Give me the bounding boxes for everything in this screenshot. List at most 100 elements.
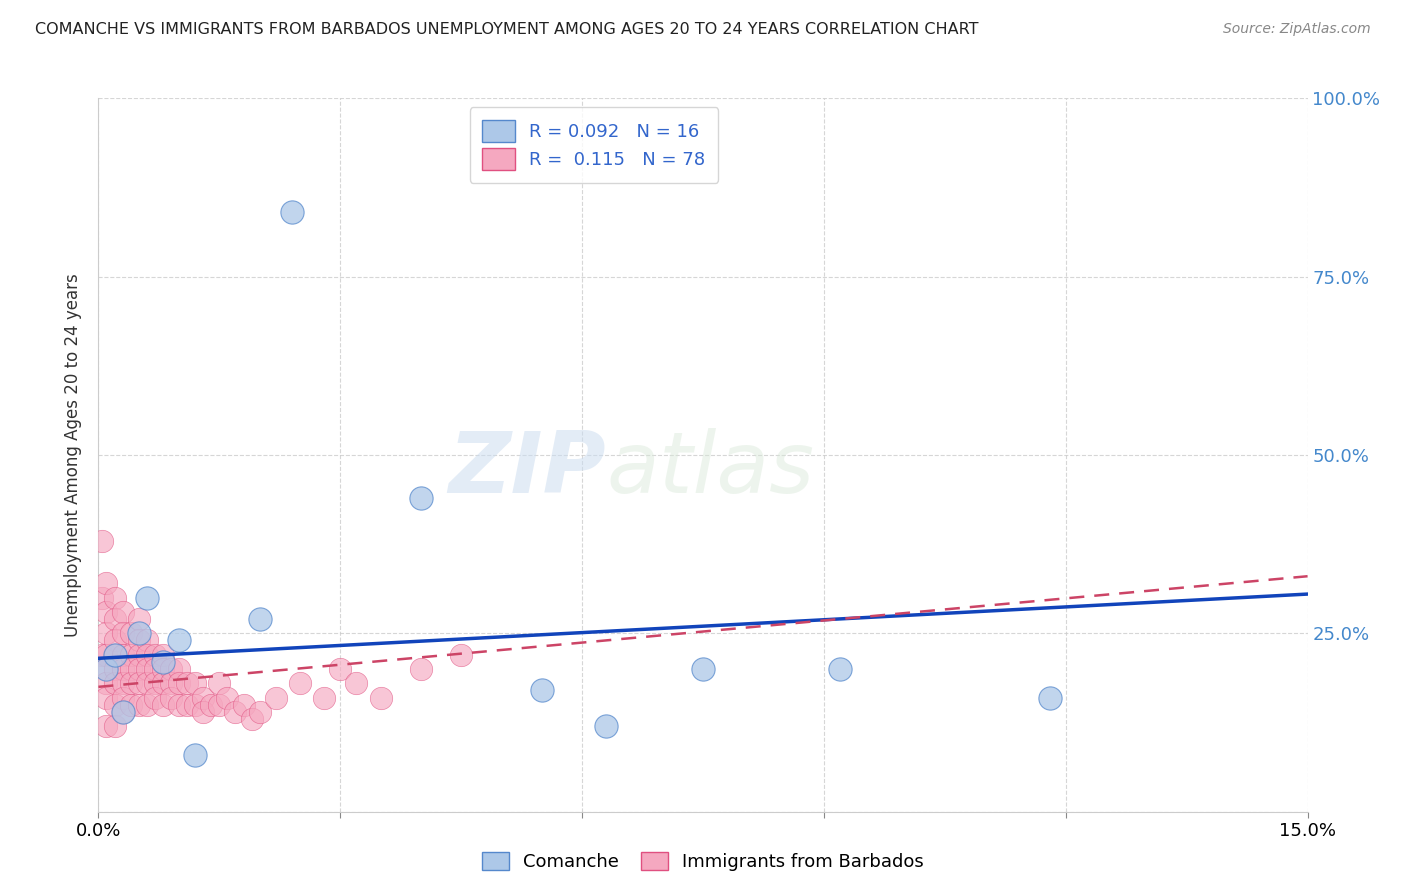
- Point: [111, 605, 134, 619]
- Point: [208, 676, 231, 690]
- Point: [184, 747, 207, 762]
- Point: [103, 591, 125, 605]
- Legend: R = 0.092   N = 16, R =  0.115   N = 78: R = 0.092 N = 16, R = 0.115 N = 78: [470, 107, 718, 183]
- Point: [111, 705, 134, 719]
- Point: [111, 648, 134, 662]
- Point: [184, 698, 207, 712]
- Text: ZIP: ZIP: [449, 427, 606, 511]
- Point: [208, 698, 231, 712]
- Point: [120, 662, 142, 676]
- Point: [96, 626, 118, 640]
- Point: [152, 662, 174, 676]
- Point: [135, 676, 157, 690]
- Point: [111, 626, 134, 640]
- Point: [135, 662, 157, 676]
- Text: Source: ZipAtlas.com: Source: ZipAtlas.com: [1223, 22, 1371, 37]
- Point: [370, 690, 392, 705]
- Point: [96, 719, 118, 733]
- Point: [1039, 690, 1062, 705]
- Point: [103, 648, 125, 662]
- Point: [103, 612, 125, 626]
- Point: [167, 698, 190, 712]
- Point: [143, 690, 166, 705]
- Point: [184, 676, 207, 690]
- Point: [167, 662, 190, 676]
- Point: [103, 698, 125, 712]
- Point: [143, 662, 166, 676]
- Point: [176, 698, 198, 712]
- Point: [120, 626, 142, 640]
- Text: atlas: atlas: [606, 427, 814, 511]
- Point: [692, 662, 714, 676]
- Point: [193, 690, 215, 705]
- Point: [128, 648, 150, 662]
- Point: [143, 648, 166, 662]
- Point: [264, 690, 287, 705]
- Point: [167, 676, 190, 690]
- Point: [96, 690, 118, 705]
- Point: [249, 705, 271, 719]
- Point: [103, 648, 125, 662]
- Point: [135, 648, 157, 662]
- Point: [135, 591, 157, 605]
- Point: [96, 676, 118, 690]
- Point: [111, 705, 134, 719]
- Point: [91, 533, 114, 548]
- Point: [217, 690, 239, 705]
- Point: [249, 612, 271, 626]
- Point: [103, 633, 125, 648]
- Point: [160, 662, 183, 676]
- Point: [128, 698, 150, 712]
- Point: [103, 719, 125, 733]
- Point: [152, 655, 174, 669]
- Point: [143, 676, 166, 690]
- Point: [120, 676, 142, 690]
- Point: [344, 676, 367, 690]
- Point: [152, 698, 174, 712]
- Point: [232, 698, 254, 712]
- Point: [152, 648, 174, 662]
- Point: [128, 676, 150, 690]
- Point: [111, 676, 134, 690]
- Point: [152, 676, 174, 690]
- Point: [409, 662, 432, 676]
- Point: [91, 591, 114, 605]
- Point: [193, 705, 215, 719]
- Point: [314, 690, 336, 705]
- Point: [595, 719, 617, 733]
- Point: [128, 612, 150, 626]
- Point: [128, 626, 150, 640]
- Point: [135, 698, 157, 712]
- Point: [135, 633, 157, 648]
- Point: [96, 662, 118, 676]
- Point: [176, 676, 198, 690]
- Point: [128, 662, 150, 676]
- Legend: Comanche, Immigrants from Barbados: Comanche, Immigrants from Barbados: [475, 845, 931, 879]
- Point: [281, 205, 304, 219]
- Point: [450, 648, 472, 662]
- Point: [240, 712, 263, 726]
- Point: [96, 662, 118, 676]
- Y-axis label: Unemployment Among Ages 20 to 24 years: Unemployment Among Ages 20 to 24 years: [65, 273, 83, 637]
- Point: [91, 648, 114, 662]
- Point: [96, 648, 118, 662]
- Point: [160, 676, 183, 690]
- Point: [167, 633, 190, 648]
- Point: [103, 676, 125, 690]
- Point: [96, 605, 118, 619]
- Point: [224, 705, 246, 719]
- Point: [329, 662, 352, 676]
- Point: [103, 662, 125, 676]
- Point: [828, 662, 851, 676]
- Point: [200, 698, 222, 712]
- Point: [530, 683, 553, 698]
- Point: [288, 676, 311, 690]
- Point: [409, 491, 432, 505]
- Text: COMANCHE VS IMMIGRANTS FROM BARBADOS UNEMPLOYMENT AMONG AGES 20 TO 24 YEARS CORR: COMANCHE VS IMMIGRANTS FROM BARBADOS UNE…: [35, 22, 979, 37]
- Point: [128, 633, 150, 648]
- Point: [111, 690, 134, 705]
- Point: [96, 576, 118, 591]
- Point: [120, 698, 142, 712]
- Point: [120, 648, 142, 662]
- Point: [160, 690, 183, 705]
